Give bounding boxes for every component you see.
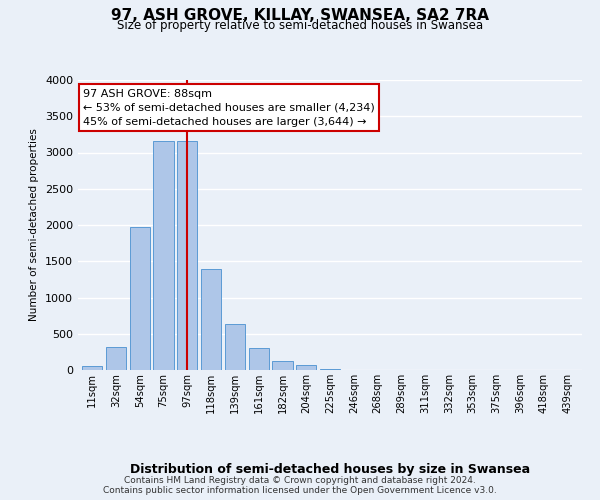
Bar xyxy=(225,324,245,370)
Bar xyxy=(201,268,221,370)
Text: Contains HM Land Registry data © Crown copyright and database right 2024.: Contains HM Land Registry data © Crown c… xyxy=(124,476,476,485)
Bar xyxy=(296,365,316,370)
Text: Size of property relative to semi-detached houses in Swansea: Size of property relative to semi-detach… xyxy=(117,19,483,32)
Bar xyxy=(82,366,103,370)
Bar xyxy=(248,348,269,370)
Y-axis label: Number of semi-detached properties: Number of semi-detached properties xyxy=(29,128,40,322)
Text: Contains public sector information licensed under the Open Government Licence v3: Contains public sector information licen… xyxy=(103,486,497,495)
Text: 97 ASH GROVE: 88sqm
← 53% of semi-detached houses are smaller (4,234)
45% of sem: 97 ASH GROVE: 88sqm ← 53% of semi-detach… xyxy=(83,88,375,126)
Bar xyxy=(177,141,197,370)
Bar xyxy=(106,347,126,370)
Text: Distribution of semi-detached houses by size in Swansea: Distribution of semi-detached houses by … xyxy=(130,462,530,475)
Bar xyxy=(320,368,340,370)
Bar xyxy=(272,360,293,370)
Bar xyxy=(154,141,173,370)
Bar xyxy=(130,227,150,370)
Text: 97, ASH GROVE, KILLAY, SWANSEA, SA2 7RA: 97, ASH GROVE, KILLAY, SWANSEA, SA2 7RA xyxy=(111,8,489,22)
